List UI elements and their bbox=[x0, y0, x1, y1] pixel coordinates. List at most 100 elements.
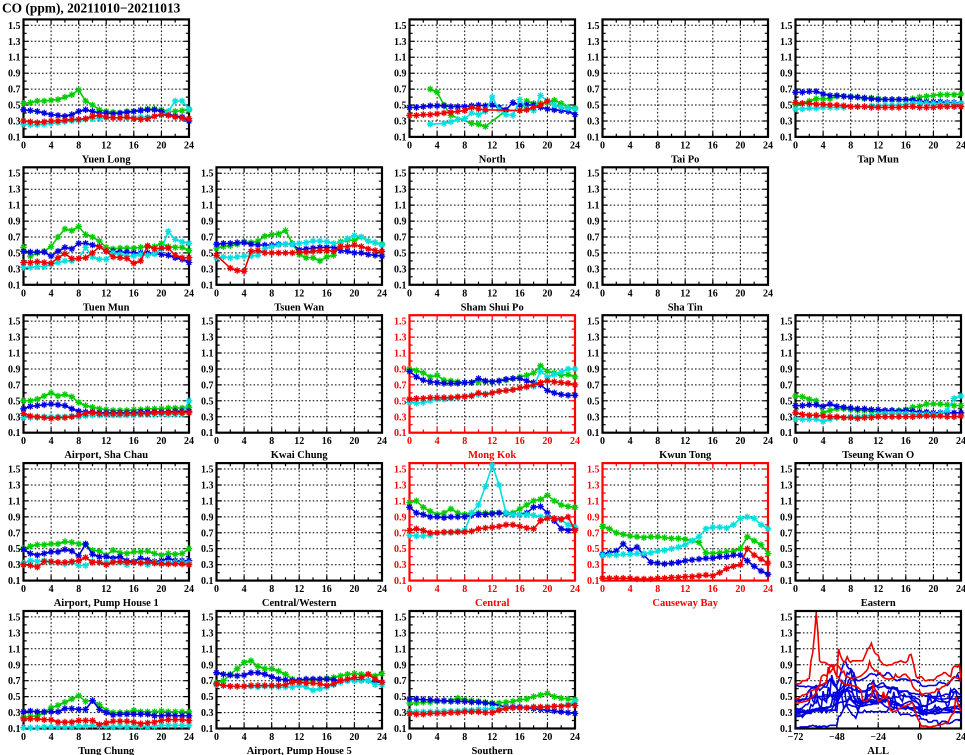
svg-text:0.5: 0.5 bbox=[201, 248, 214, 259]
svg-text:0.3: 0.3 bbox=[394, 708, 407, 719]
svg-text:Tung Chung: Tung Chung bbox=[78, 746, 135, 755]
svg-text:0.1: 0.1 bbox=[8, 576, 21, 587]
svg-text:1.1: 1.1 bbox=[587, 201, 600, 212]
svg-text:24: 24 bbox=[956, 584, 965, 595]
svg-text:0.9: 0.9 bbox=[8, 365, 21, 376]
svg-text:1.3: 1.3 bbox=[394, 333, 407, 344]
svg-text:16: 16 bbox=[901, 584, 911, 595]
svg-text:8: 8 bbox=[848, 140, 853, 151]
svg-text:8: 8 bbox=[462, 436, 467, 447]
svg-text:Airport, Pump House 5: Airport, Pump House 5 bbox=[247, 746, 352, 755]
svg-text:0: 0 bbox=[21, 584, 26, 595]
svg-text:0.1: 0.1 bbox=[8, 428, 21, 439]
svg-text:1.5: 1.5 bbox=[780, 21, 793, 32]
svg-text:1.1: 1.1 bbox=[201, 644, 214, 655]
svg-text:4: 4 bbox=[435, 584, 440, 595]
svg-text:24: 24 bbox=[184, 140, 194, 151]
svg-text:20: 20 bbox=[349, 584, 359, 595]
svg-text:1.3: 1.3 bbox=[8, 37, 21, 48]
svg-text:0.5: 0.5 bbox=[201, 692, 214, 703]
svg-text:1.3: 1.3 bbox=[8, 481, 21, 492]
svg-text:1.3: 1.3 bbox=[587, 37, 600, 48]
svg-text:0.3: 0.3 bbox=[201, 708, 214, 719]
svg-text:0.9: 0.9 bbox=[394, 217, 407, 228]
svg-text:0.7: 0.7 bbox=[201, 528, 214, 539]
svg-text:20: 20 bbox=[156, 140, 166, 151]
svg-text:0.3: 0.3 bbox=[780, 412, 793, 423]
svg-text:24: 24 bbox=[956, 436, 965, 447]
svg-text:0: 0 bbox=[21, 140, 26, 151]
svg-text:0.5: 0.5 bbox=[587, 544, 600, 555]
svg-text:1.5: 1.5 bbox=[587, 465, 600, 476]
svg-text:8: 8 bbox=[76, 288, 81, 299]
svg-text:12: 12 bbox=[873, 140, 883, 151]
svg-text:8: 8 bbox=[462, 732, 467, 743]
svg-text:0: 0 bbox=[214, 584, 219, 595]
svg-text:0.3: 0.3 bbox=[780, 708, 793, 719]
svg-text:Airport, Pump House 1: Airport, Pump House 1 bbox=[54, 598, 159, 609]
svg-text:4: 4 bbox=[821, 584, 826, 595]
svg-text:0.5: 0.5 bbox=[780, 101, 793, 112]
svg-text:20: 20 bbox=[735, 140, 745, 151]
svg-text:0.5: 0.5 bbox=[8, 692, 21, 703]
svg-text:0.1: 0.1 bbox=[780, 428, 793, 439]
svg-text:0.3: 0.3 bbox=[587, 560, 600, 571]
svg-text:24: 24 bbox=[377, 436, 387, 447]
svg-text:1.3: 1.3 bbox=[201, 333, 214, 344]
svg-text:20: 20 bbox=[928, 436, 938, 447]
svg-text:1.3: 1.3 bbox=[8, 628, 21, 639]
svg-text:0.3: 0.3 bbox=[394, 117, 407, 128]
svg-text:1.5: 1.5 bbox=[394, 169, 407, 180]
svg-text:0.5: 0.5 bbox=[8, 248, 21, 259]
svg-text:0.5: 0.5 bbox=[8, 101, 21, 112]
svg-text:0.7: 0.7 bbox=[8, 85, 21, 96]
svg-text:8: 8 bbox=[462, 140, 467, 151]
svg-text:20: 20 bbox=[542, 732, 552, 743]
svg-text:1.1: 1.1 bbox=[201, 201, 214, 212]
svg-text:Tsuen Wan: Tsuen Wan bbox=[274, 302, 324, 313]
svg-text:12: 12 bbox=[873, 436, 883, 447]
svg-text:0.9: 0.9 bbox=[201, 217, 214, 228]
svg-text:1.1: 1.1 bbox=[780, 496, 793, 507]
svg-text:16: 16 bbox=[322, 732, 332, 743]
svg-text:0.9: 0.9 bbox=[587, 512, 600, 523]
svg-text:16: 16 bbox=[322, 436, 332, 447]
svg-text:1.1: 1.1 bbox=[780, 53, 793, 64]
svg-text:0.7: 0.7 bbox=[8, 676, 21, 687]
svg-text:1.5: 1.5 bbox=[8, 169, 21, 180]
svg-text:0.1: 0.1 bbox=[587, 132, 600, 143]
svg-text:0.1: 0.1 bbox=[587, 428, 600, 439]
svg-text:0.3: 0.3 bbox=[8, 560, 21, 571]
svg-text:8: 8 bbox=[269, 584, 274, 595]
svg-text:12: 12 bbox=[487, 140, 497, 151]
svg-text:20: 20 bbox=[349, 436, 359, 447]
svg-text:0: 0 bbox=[600, 584, 605, 595]
svg-text:16: 16 bbox=[322, 288, 332, 299]
svg-text:0.5: 0.5 bbox=[394, 692, 407, 703]
svg-text:16: 16 bbox=[515, 288, 525, 299]
svg-text:4: 4 bbox=[242, 288, 247, 299]
svg-text:0: 0 bbox=[21, 436, 26, 447]
svg-text:0.3: 0.3 bbox=[201, 264, 214, 275]
svg-text:0.1: 0.1 bbox=[394, 280, 407, 291]
svg-text:16: 16 bbox=[515, 584, 525, 595]
svg-text:0: 0 bbox=[793, 140, 798, 151]
svg-text:16: 16 bbox=[129, 584, 139, 595]
svg-text:North: North bbox=[479, 154, 506, 165]
svg-text:24: 24 bbox=[184, 732, 194, 743]
svg-text:1.5: 1.5 bbox=[201, 612, 214, 623]
svg-text:8: 8 bbox=[76, 436, 81, 447]
svg-text:4: 4 bbox=[242, 732, 247, 743]
svg-text:Tap Mun: Tap Mun bbox=[858, 154, 900, 165]
svg-text:1.5: 1.5 bbox=[8, 317, 21, 328]
svg-text:1.1: 1.1 bbox=[394, 644, 407, 655]
svg-text:12: 12 bbox=[294, 584, 304, 595]
svg-text:24: 24 bbox=[763, 140, 773, 151]
svg-text:4: 4 bbox=[49, 584, 54, 595]
svg-text:0.7: 0.7 bbox=[587, 528, 600, 539]
svg-text:1.1: 1.1 bbox=[587, 496, 600, 507]
svg-text:0: 0 bbox=[793, 584, 798, 595]
svg-text:Tai Po: Tai Po bbox=[671, 154, 700, 165]
svg-text:1.1: 1.1 bbox=[201, 496, 214, 507]
svg-text:20: 20 bbox=[735, 584, 745, 595]
